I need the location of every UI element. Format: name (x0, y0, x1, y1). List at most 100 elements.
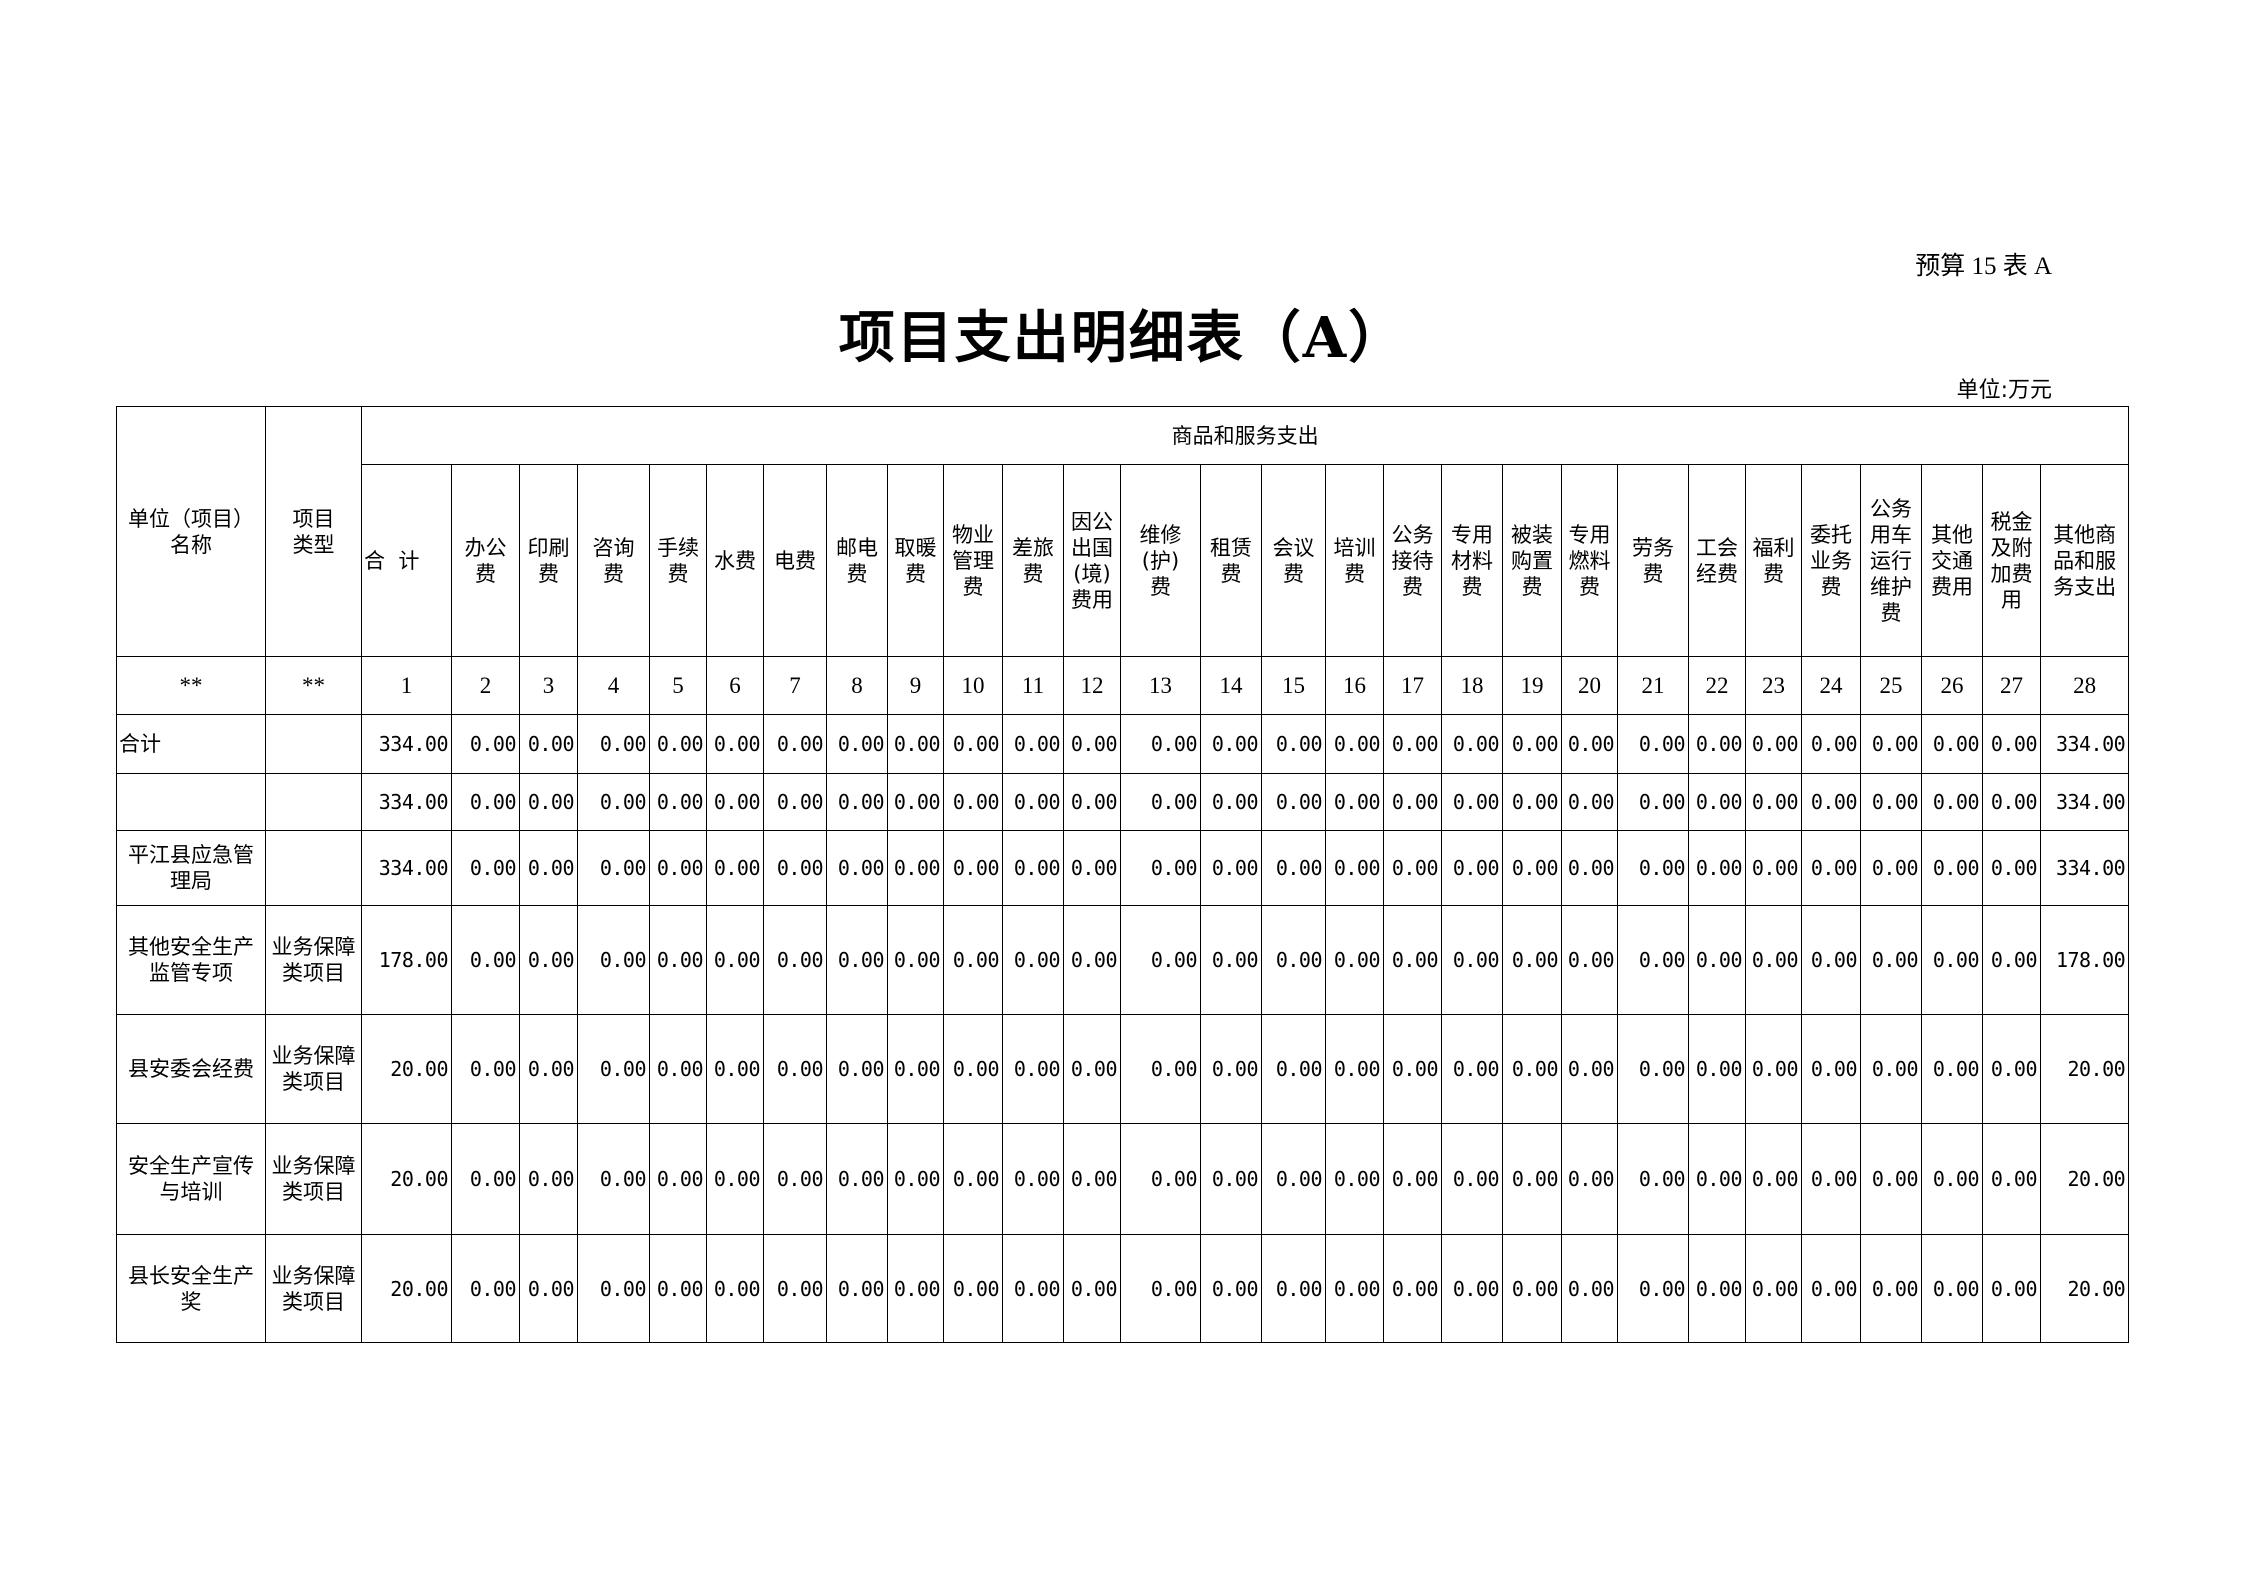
value-cell: 0.00 (943, 1234, 1003, 1343)
value-cell: 0.00 (943, 1123, 1003, 1235)
index-cell: 12 (1063, 656, 1121, 715)
header-column: 委托 业务 费 (1801, 464, 1861, 657)
value-cell: 0.00 (1120, 830, 1201, 906)
value-cell: 0.00 (1688, 1014, 1746, 1124)
index-cell: 28 (2039, 656, 2130, 715)
index-cell: 6 (706, 656, 764, 715)
value-cell: 0.00 (826, 1123, 888, 1235)
index-cell: 2 (451, 656, 520, 715)
project-type-cell (265, 714, 362, 774)
value-cell: 0.00 (706, 773, 764, 831)
index-cell: 13 (1120, 656, 1201, 715)
unit-name-cell: 平江县应急管理局 (116, 830, 266, 906)
value-cell: 0.00 (519, 830, 578, 906)
value-cell: 0.00 (1261, 905, 1326, 1015)
value-cell: 0.00 (1063, 773, 1121, 831)
project-type-cell (265, 830, 362, 906)
value-cell: 0.00 (1617, 1234, 1689, 1343)
value-cell: 0.00 (1502, 1234, 1562, 1343)
value-cell: 0.00 (1921, 773, 1983, 831)
value-cell: 0.00 (1982, 1014, 2041, 1124)
header-column: 被装 购置 费 (1502, 464, 1562, 657)
value-cell: 0.00 (1063, 905, 1121, 1015)
value-cell: 0.00 (1200, 1014, 1262, 1124)
value-cell: 0.00 (1745, 773, 1802, 831)
value-cell: 0.00 (1561, 1234, 1618, 1343)
value-cell: 0.00 (1002, 1234, 1064, 1343)
value-cell: 0.00 (1617, 714, 1689, 774)
value-cell: 0.00 (1200, 773, 1262, 831)
value-cell: 0.00 (763, 1234, 827, 1343)
value-cell: 0.00 (943, 1014, 1003, 1124)
value-cell: 0.00 (943, 714, 1003, 774)
value-cell: 0.00 (1502, 773, 1562, 831)
header-column: 合 计 (361, 464, 452, 657)
value-cell: 0.00 (826, 830, 888, 906)
value-cell: 0.00 (1502, 1123, 1562, 1235)
value-cell: 0.00 (1325, 830, 1384, 906)
value-cell: 0.00 (1261, 773, 1326, 831)
value-cell: 0.00 (1801, 1123, 1861, 1235)
value-cell: 0.00 (1441, 1123, 1503, 1235)
header-goods-services-group: 商品和服务支出 (360, 406, 2130, 465)
index-cell: 18 (1441, 656, 1503, 715)
value-cell: 0.00 (577, 905, 650, 1015)
header-column: 咨询 费 (577, 464, 650, 657)
value-cell: 0.00 (1982, 714, 2041, 774)
value-cell: 0.00 (649, 1123, 707, 1235)
header-column: 手续 费 (649, 464, 707, 657)
value-cell: 0.00 (1063, 714, 1121, 774)
total-cell: 20.00 (361, 1014, 452, 1124)
value-cell: 0.00 (519, 714, 578, 774)
value-cell: 0.00 (1325, 773, 1384, 831)
value-cell: 0.00 (1860, 830, 1922, 906)
value-cell: 0.00 (706, 905, 764, 1015)
header-column: 取暖 费 (887, 464, 944, 657)
value-cell: 0.00 (1502, 714, 1562, 774)
total-cell: 20.00 (361, 1123, 452, 1235)
value-cell: 0.00 (519, 1234, 578, 1343)
value-cell: 0.00 (1441, 1234, 1503, 1343)
value-cell: 0.00 (1441, 905, 1503, 1015)
table-row: 合计 334.00 0.00 0.00 0.00 0.00 0.00 0.00 0.00 0.00… (116, 714, 2130, 774)
value-cell: 0.00 (1688, 773, 1746, 831)
index-cell: 19 (1502, 656, 1562, 715)
other-goods-services-cell: 334.00 (2039, 773, 2130, 831)
value-cell: 0.00 (826, 773, 888, 831)
index-cell: 15 (1261, 656, 1326, 715)
value-cell: 0.00 (1261, 1014, 1326, 1124)
value-cell: 0.00 (1801, 773, 1861, 831)
index-cell: 24 (1801, 656, 1861, 715)
value-cell: 0.00 (1801, 1014, 1861, 1124)
header-column: 会议 费 (1261, 464, 1326, 657)
header-column: 因公 出国 (境) 费用 (1063, 464, 1121, 657)
table-row: 其他安全生产监管专项 业务保障类项目 178.00 0.00 0.00 0.00 0.00 0… (116, 905, 2130, 1015)
value-cell: 0.00 (887, 830, 944, 906)
project-type-cell: 业务保障类项目 (265, 1014, 362, 1124)
header-unit-name: 单位（项目） 名称 (116, 406, 266, 657)
value-cell: 0.00 (887, 1014, 944, 1124)
value-cell: 0.00 (1860, 773, 1922, 831)
index-cell: 11 (1002, 656, 1064, 715)
value-cell: 0.00 (1120, 773, 1201, 831)
table-row: 县安委会经费 业务保障类项目 20.00 0.00 0.00 0.00 0.00 0.00 0.… (116, 1014, 2130, 1124)
value-cell: 0.00 (1002, 1123, 1064, 1235)
value-cell: 0.00 (1801, 714, 1861, 774)
total-cell: 334.00 (361, 714, 452, 774)
value-cell: 0.00 (1120, 905, 1201, 1015)
header-column: 水费 (706, 464, 764, 657)
index-cell: 23 (1745, 656, 1802, 715)
page-title: 项目支出明细表（A） (838, 305, 1407, 371)
unit-label: 单位:万元 (1956, 378, 2052, 403)
value-cell: 0.00 (1982, 1123, 2041, 1235)
header-column: 租赁 费 (1200, 464, 1262, 657)
value-cell: 0.00 (1325, 714, 1384, 774)
value-cell: 0.00 (1745, 1234, 1802, 1343)
value-cell: 0.00 (1383, 1123, 1442, 1235)
value-cell: 0.00 (887, 773, 944, 831)
value-cell: 0.00 (1200, 905, 1262, 1015)
value-cell: 0.00 (451, 830, 520, 906)
value-cell: 0.00 (1383, 773, 1442, 831)
index-cell: 16 (1325, 656, 1384, 715)
header-column: 劳务 费 (1617, 464, 1689, 657)
